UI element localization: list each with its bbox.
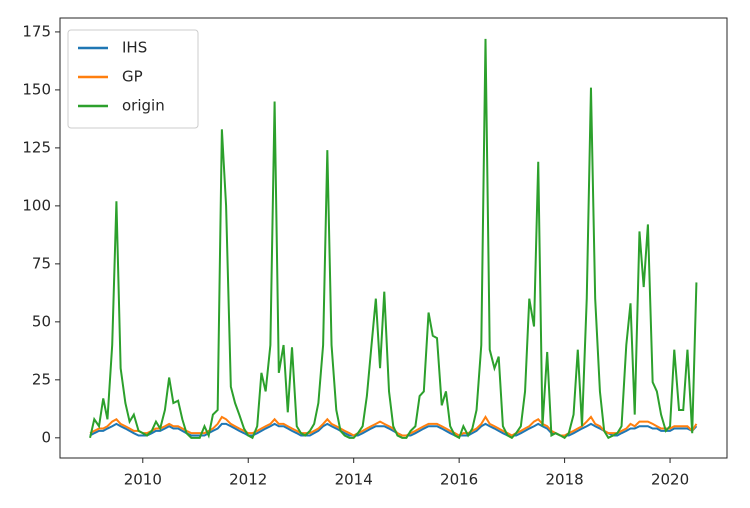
x-tick-label: 2020 xyxy=(651,471,689,489)
x-tick-label: 2018 xyxy=(546,471,584,489)
legend-box xyxy=(67,29,199,129)
x-tick-label: 2010 xyxy=(124,471,162,489)
y-tick-label: 50 xyxy=(32,312,51,330)
series-line xyxy=(89,422,698,437)
y-tick-label: 125 xyxy=(22,138,51,156)
legend-label: origin xyxy=(122,97,165,115)
x-tick-label: 2012 xyxy=(229,471,267,489)
y-tick-label: 175 xyxy=(22,22,51,40)
legend-label: GP xyxy=(122,68,143,86)
x-tick-label: 2014 xyxy=(335,471,373,489)
y-tick-label: 100 xyxy=(22,196,51,214)
y-tick-label: 0 xyxy=(41,428,51,446)
legend-label: IHS xyxy=(122,39,147,57)
y-tick-label: 150 xyxy=(22,80,51,98)
x-tick-label: 2016 xyxy=(440,471,478,489)
y-tick-label: 25 xyxy=(32,370,51,388)
y-tick-label: 75 xyxy=(32,254,51,272)
series-line xyxy=(89,38,698,440)
